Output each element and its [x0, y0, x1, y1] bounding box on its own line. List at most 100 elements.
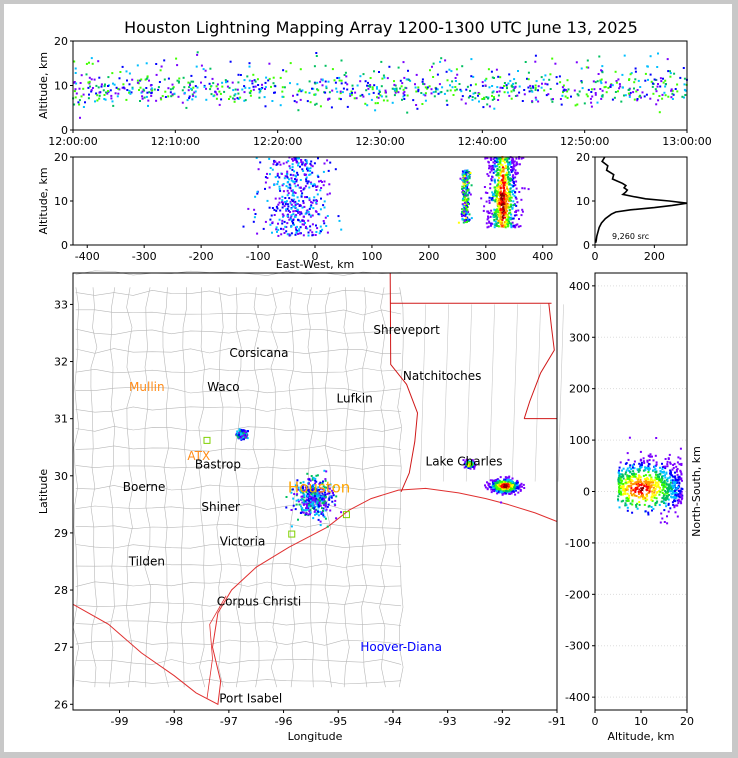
- altitude-ns-point: [673, 491, 676, 494]
- altitude-ns-point: [626, 481, 629, 484]
- time-altitude-point: [481, 98, 484, 100]
- ew-altitude-point: [303, 187, 306, 190]
- ew-altitude-point: [465, 199, 468, 201]
- time-altitude-point: [428, 85, 431, 88]
- ew-altitude-point: [282, 214, 285, 217]
- ew-altitude-point: [490, 178, 493, 181]
- ew-altitude-point: [285, 230, 288, 233]
- axes-layer: 12:00:00 12:10:00 12:20:00 12:30:00 12:40:00…: [37, 35, 712, 743]
- plan-view-point: [474, 463, 477, 466]
- altitude-ns-point: [630, 494, 633, 496]
- time-altitude-point: [534, 87, 537, 90]
- ew-altitude-point: [495, 174, 498, 177]
- ew-altitude-point: [462, 204, 465, 207]
- county-boundary: [75, 406, 402, 413]
- time-altitude-point: [155, 99, 158, 102]
- county-boundary: [75, 367, 402, 374]
- plan-view-point: [303, 499, 306, 502]
- time-altitude-point: [169, 91, 172, 94]
- ew-altitude-point: [510, 166, 513, 168]
- ew-altitude-point: [329, 161, 332, 164]
- time-altitude-point: [406, 111, 409, 114]
- time-altitude-point: [506, 91, 509, 94]
- altitude-ns-point: [633, 467, 636, 470]
- time-altitude-point: [306, 100, 309, 103]
- time-altitude-point: [128, 91, 131, 94]
- ew-altitude-point: [465, 173, 468, 176]
- time-altitude-point: [649, 73, 652, 76]
- ew-altitude-point: [500, 213, 503, 215]
- ew-altitude-point: [299, 211, 302, 214]
- plan-view-point: [308, 493, 311, 496]
- altitude-ns-point: [669, 476, 672, 479]
- time-altitude-point: [218, 90, 221, 93]
- ew-altitude-point: [505, 218, 508, 221]
- ew-altitude-point: [512, 224, 515, 227]
- time-altitude-point: [644, 72, 647, 75]
- plan-view-point: [294, 484, 297, 487]
- plan-view-point: [318, 499, 321, 502]
- ew-altitude-point: [466, 216, 469, 219]
- time-altitude-point: [85, 73, 88, 76]
- ew-altitude-point: [505, 215, 508, 217]
- plan-view-point: [489, 486, 492, 489]
- time-altitude-point: [583, 102, 586, 105]
- time-altitude-point: [643, 95, 646, 98]
- time-altitude-point: [482, 106, 485, 109]
- ew-altitude-point: [467, 171, 470, 174]
- ew-altitude-point: [464, 213, 467, 216]
- altitude-ns-point: [677, 502, 680, 505]
- ew-altitude-point: [310, 204, 313, 207]
- altitude-ns-point: [635, 504, 638, 506]
- ew-altitude-point: [466, 212, 469, 215]
- time-altitude-point: [397, 91, 400, 94]
- ew-altitude-point: [313, 162, 316, 165]
- county-boundary: [75, 562, 402, 568]
- ew-altitude-point: [293, 158, 296, 161]
- ew-altitude-point: [288, 197, 291, 200]
- time-altitude-point: [146, 76, 149, 79]
- plan-view-point: [322, 512, 324, 515]
- plan-view-point: [469, 464, 472, 467]
- ew-altitude-point: [504, 199, 507, 202]
- plan-view-point: [324, 517, 327, 520]
- plan-view-point: [305, 489, 308, 491]
- time-altitude-point: [586, 95, 589, 98]
- time-altitude-point: [385, 95, 388, 98]
- time-altitude-point: [527, 78, 530, 81]
- ew-altitude-point: [465, 201, 468, 204]
- time-altitude-point: [573, 89, 576, 92]
- ew-altitude-point: [504, 211, 506, 214]
- ew-altitude-point: [466, 189, 469, 192]
- plan-view-point: [314, 482, 317, 485]
- altitude-ns-point: [623, 490, 626, 492]
- ew-altitude-point: [504, 176, 507, 179]
- plan-view-point: [302, 493, 305, 496]
- time-altitude-point: [618, 83, 621, 86]
- altitude-ns-point: [620, 481, 623, 484]
- time-altitude-point: [295, 101, 298, 104]
- plan-view-point: [492, 482, 495, 485]
- ew-altitude-point: [503, 192, 506, 195]
- time-altitude-point: [469, 89, 471, 92]
- ew-altitude-point: [502, 194, 505, 197]
- plan-view-point: [300, 511, 303, 514]
- plan-view-point: [510, 488, 513, 491]
- altitude-ns-point: [661, 481, 664, 484]
- time-altitude-point: [461, 65, 464, 68]
- ew-altitude-point: [513, 204, 516, 206]
- time-altitude-point: [367, 81, 369, 84]
- ew-altitude-point: [298, 228, 301, 231]
- time-altitude-point: [580, 81, 583, 84]
- time-altitude-point: [615, 80, 618, 82]
- altitude-ns-point: [618, 485, 621, 487]
- ew-altitude-point: [462, 197, 464, 200]
- plan-view-point: [317, 503, 320, 506]
- ew-altitude-point: [510, 171, 513, 173]
- time-altitude-point: [655, 103, 658, 106]
- altitude-ns-point: [655, 461, 658, 464]
- plan-view-point: [315, 474, 318, 477]
- time-altitude-point: [618, 87, 621, 90]
- altitude-ns-point: [679, 447, 682, 450]
- time-altitude-point: [456, 73, 459, 76]
